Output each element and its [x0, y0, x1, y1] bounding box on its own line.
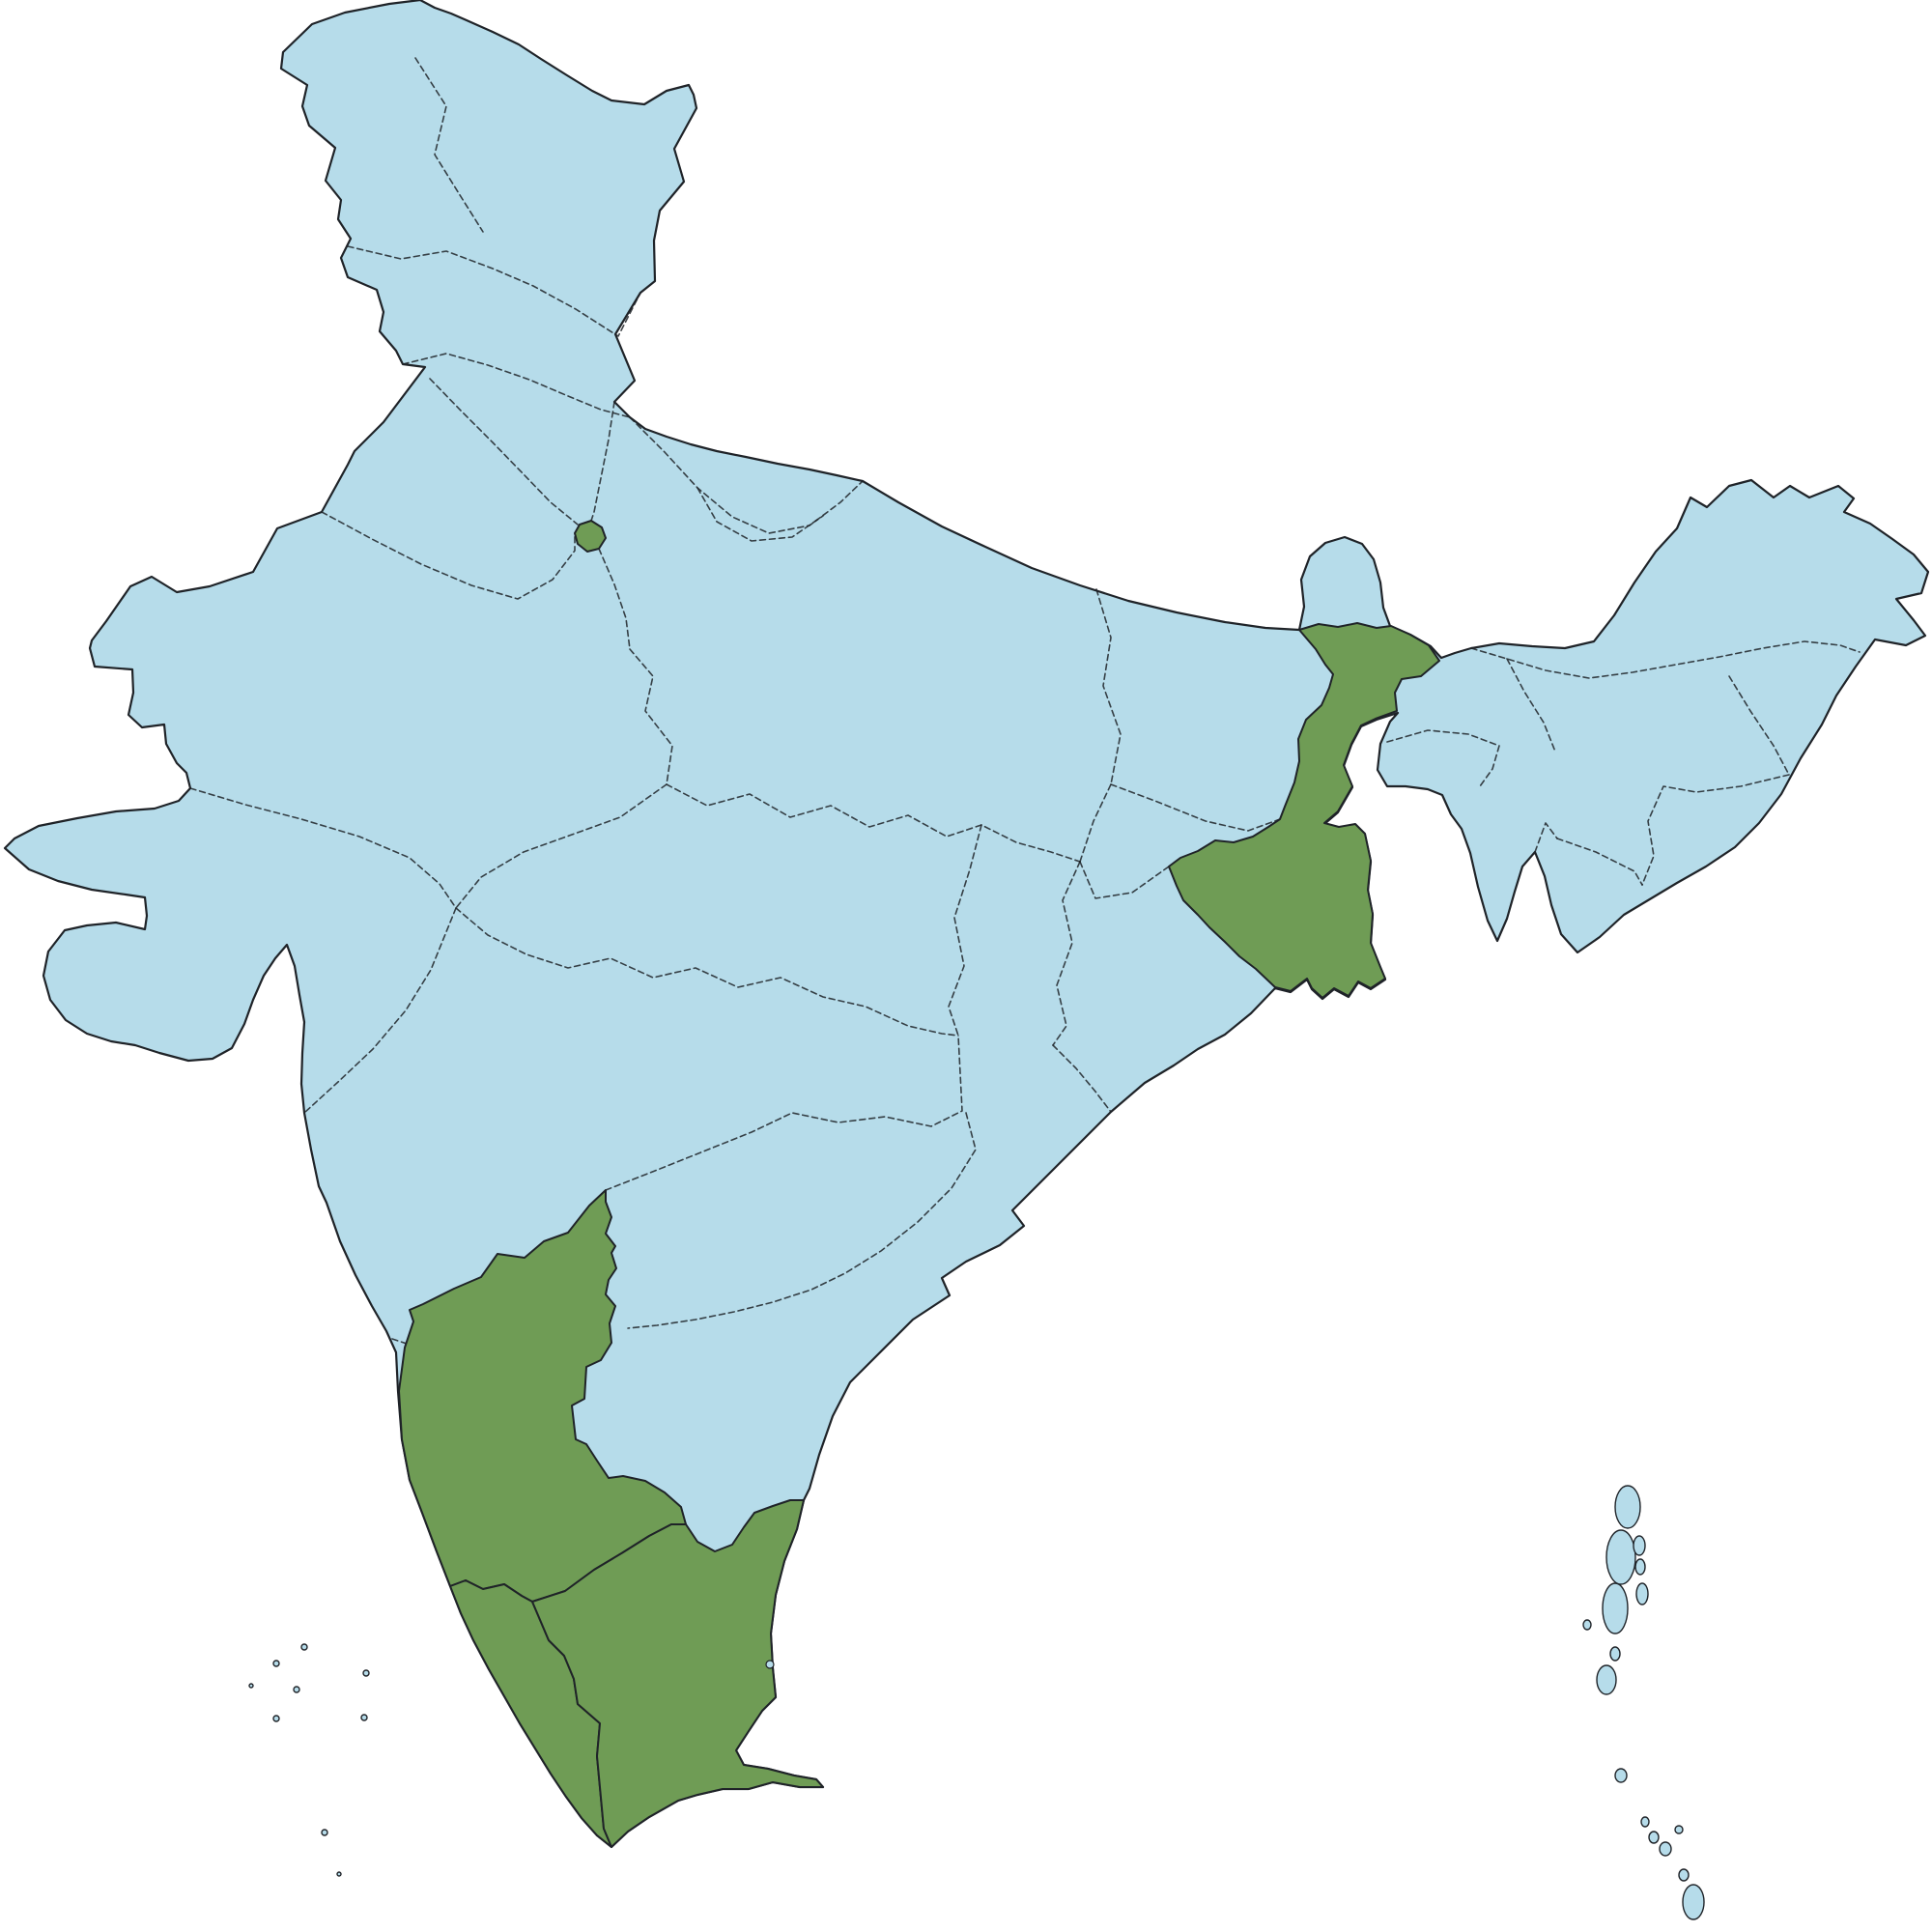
state-border-line [1110, 783, 1281, 832]
andaman-nicobar-island[interactable] [1596, 1664, 1617, 1695]
state-border-line [605, 1035, 963, 1191]
lakshadweep-island[interactable] [321, 1829, 328, 1836]
lakshadweep-island[interactable] [272, 1715, 280, 1722]
andaman-nicobar-island[interactable] [1674, 1825, 1684, 1834]
state-border-line [1052, 1044, 1112, 1113]
andaman-nicobar-islands [1582, 1485, 1705, 1920]
state-tamil-nadu[interactable] [531, 1499, 824, 1848]
andaman-nicobar-island[interactable] [1602, 1582, 1629, 1634]
andaman-nicobar-island[interactable] [1678, 1868, 1690, 1882]
state-border-line [629, 648, 673, 785]
andaman-nicobar-island[interactable] [1605, 1529, 1636, 1585]
state-border-line [1470, 640, 1861, 679]
state-border-line [696, 487, 824, 542]
lakshadweep-island[interactable] [272, 1660, 280, 1667]
state-border-line [629, 416, 864, 534]
state-border-line [1728, 675, 1790, 776]
state-border-line [598, 548, 631, 650]
state-border-line [1079, 861, 1170, 899]
state-border-line [1641, 774, 1790, 886]
state-border-line [402, 353, 631, 418]
andaman-nicobar-island[interactable] [1634, 1558, 1646, 1576]
andaman-nicobar-island[interactable] [1659, 1841, 1672, 1857]
state-border-line [303, 907, 457, 1114]
lakshadweep-island[interactable] [362, 1669, 370, 1677]
state-border-line [1556, 838, 1643, 886]
andaman-nicobar-island[interactable] [1633, 1535, 1646, 1556]
state-border-line [590, 401, 615, 522]
andaman-nicobar-island[interactable] [1648, 1831, 1660, 1844]
state-border-line [1095, 588, 1122, 785]
highlighted-states-layer [398, 520, 1440, 1848]
andaman-nicobar-island[interactable] [1614, 1485, 1641, 1529]
state-border-line [948, 824, 982, 1037]
lakshadweep-island[interactable] [248, 1683, 254, 1689]
state-border-line [666, 783, 1081, 863]
lakshadweep-island[interactable] [336, 1871, 342, 1877]
puducherry-enclave[interactable] [765, 1660, 775, 1669]
state-border-line [1052, 861, 1081, 1046]
state-delhi[interactable] [574, 520, 607, 553]
andaman-nicobar-island[interactable] [1635, 1582, 1649, 1605]
state-border-line [1386, 729, 1500, 787]
andaman-nicobar-island[interactable] [1614, 1768, 1628, 1783]
lakshadweep-island[interactable] [293, 1686, 300, 1693]
state-border-line [1079, 783, 1112, 863]
state-border-line [455, 783, 668, 909]
andaman-nicobar-island[interactable] [1582, 1619, 1592, 1631]
state-border-line [429, 378, 579, 526]
state-border-line [347, 245, 641, 337]
lakshadweep-islands [248, 1643, 370, 1877]
state-border-line [1506, 658, 1556, 753]
puducherry-enclave-layer [765, 1660, 775, 1669]
andaman-nicobar-island[interactable] [1682, 1884, 1705, 1920]
state-border-line [455, 907, 959, 1037]
andaman-nicobar-island[interactable] [1640, 1816, 1650, 1828]
state-border-line [1534, 822, 1558, 853]
state-border-line [189, 787, 457, 909]
state-border-line [414, 57, 484, 233]
andaman-nicobar-island[interactable] [1609, 1646, 1621, 1662]
state-borders-layer [189, 57, 1861, 1346]
lakshadweep-island[interactable] [300, 1643, 308, 1651]
lakshadweep-island[interactable] [360, 1714, 368, 1721]
state-border-line [321, 511, 576, 600]
state-west-bengal[interactable] [1168, 622, 1440, 999]
